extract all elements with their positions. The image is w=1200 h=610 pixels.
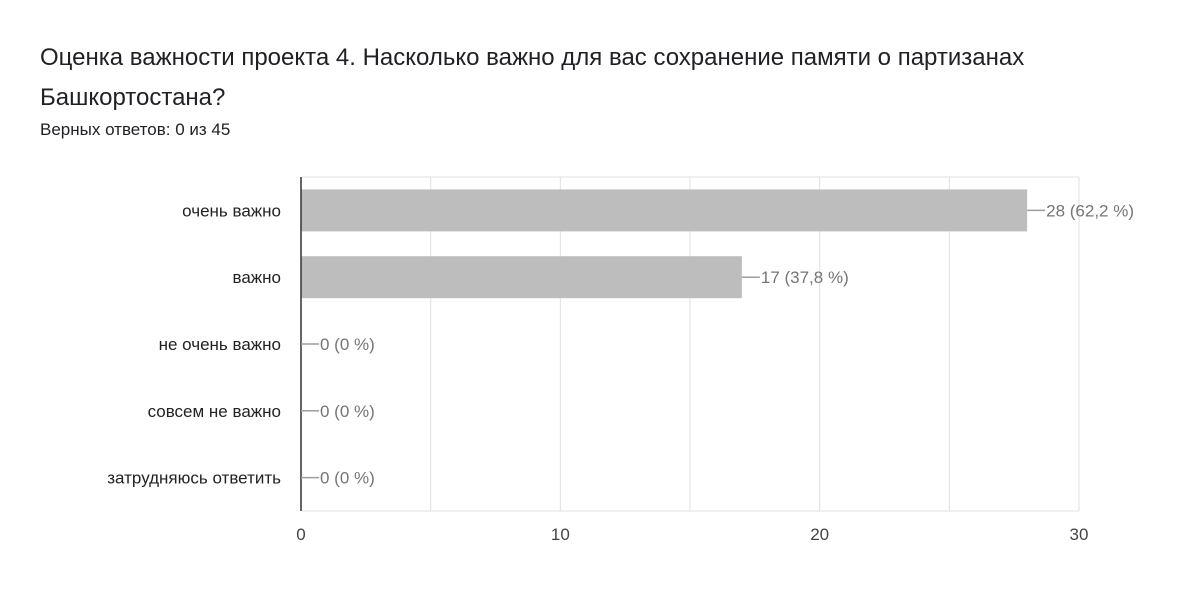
chart-title: Оценка важности проекта 4. Насколько важ… [40,44,1025,111]
x-tick-label: 10 [551,525,570,544]
labels: 28 (62,2 %) очень важно 17 (37,8 %) важно 0 … [107,201,1134,487]
x-tick-label: 30 [1070,525,1089,544]
axes: 0 10 20 30 [296,177,1088,544]
category-label: совсем не важно [148,402,281,421]
value-label: 0 (0 %) [320,335,375,354]
correct-answers-count: Верных ответов: 0 из 45 [40,120,231,139]
category-label: затрудняюсь ответить [107,469,281,488]
bars [301,189,1028,299]
x-tick-label: 0 [296,525,305,544]
value-label: 17 (37,8 %) [761,268,849,287]
bar [301,256,742,299]
value-label: 0 (0 %) [320,402,375,421]
grid-lines [300,176,1080,512]
category-label: не очень важно [159,335,281,354]
category-label: важно [232,268,281,287]
category-label: очень важно [182,201,281,220]
bar [301,189,1028,232]
value-label: 0 (0 %) [320,469,375,488]
x-tick-label: 20 [810,525,829,544]
value-label: 28 (62,2 %) [1046,201,1134,220]
